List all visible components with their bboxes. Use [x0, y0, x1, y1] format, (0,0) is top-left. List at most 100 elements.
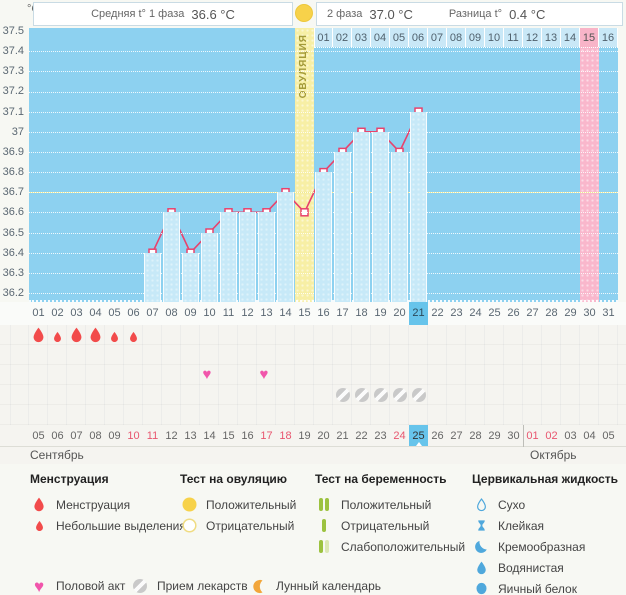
date-cell[interactable]: 06: [51, 430, 64, 442]
legend-cervical-fluid: Цервикальная жидкость Сухо Клейкая Кремооб…: [472, 472, 618, 595]
cycle-day-cell[interactable]: 23: [450, 307, 463, 319]
date-cell[interactable]: 13: [184, 430, 197, 442]
cycle-day-cell[interactable]: 20: [393, 307, 406, 319]
bar-one-green-icon: [315, 519, 333, 532]
cycle-day-cell[interactable]: 18: [355, 307, 368, 319]
date-cell[interactable]: 26: [431, 430, 444, 442]
date-cell[interactable]: 17: [260, 430, 273, 442]
date-cell[interactable]: 24: [393, 430, 406, 442]
temperature-bar: [410, 111, 427, 302]
legend-item: Сухо: [472, 494, 618, 515]
date-cell[interactable]: 28: [469, 430, 482, 442]
date-cell[interactable]: 03: [564, 430, 577, 442]
date-cell[interactable]: 19: [298, 430, 311, 442]
medication-pill-icon: [411, 388, 426, 407]
date-cell[interactable]: 07: [70, 430, 83, 442]
cycle-day-cell[interactable]: 11: [222, 307, 235, 319]
legend-menstruation: Менструация Менструация Небольшие выделен…: [30, 472, 186, 536]
date-cell[interactable]: 14: [203, 430, 216, 442]
drop-small-icon: [30, 520, 48, 532]
date-cell[interactable]: 23: [374, 430, 387, 442]
cycle-day-cell[interactable]: 05: [108, 307, 121, 319]
date-cell[interactable]: 08: [89, 430, 102, 442]
cycle-day-cell[interactable]: 01: [32, 307, 45, 319]
cycle-day-cell[interactable]: 15: [298, 307, 311, 319]
date-cell[interactable]: 02: [545, 430, 558, 442]
dpo-cell: 08: [447, 28, 466, 47]
legend-title: Менструация: [30, 472, 109, 486]
cycle-day-cell[interactable]: 13: [260, 307, 273, 319]
cycle-day-cell[interactable]: 16: [317, 307, 330, 319]
date-cell[interactable]: 12: [165, 430, 178, 442]
cycle-day-cell[interactable]: 21: [409, 302, 428, 325]
cycle-day-cell[interactable]: 22: [431, 307, 444, 319]
cycle-day-cell[interactable]: 27: [526, 307, 539, 319]
phase2-label: 2 фаза: [327, 8, 363, 20]
gridline: [29, 71, 618, 73]
date-cell[interactable]: 05: [602, 430, 615, 442]
date-cell[interactable]: 18: [279, 430, 292, 442]
dpo-cell: 01: [314, 28, 333, 47]
date-cell[interactable]: 10: [127, 430, 140, 442]
cycle-day-cell[interactable]: 30: [583, 307, 596, 319]
cycle-day-cell[interactable]: 14: [279, 307, 292, 319]
legend-item: Положительный: [180, 494, 296, 515]
y-tick-label: 37.5: [2, 25, 24, 37]
date-cell[interactable]: 09: [108, 430, 121, 442]
legend-item-label: Водянистая: [498, 560, 564, 575]
date-cell[interactable]: 22: [355, 430, 368, 442]
date-cell[interactable]: 25: [409, 425, 428, 446]
moon-icon: [250, 579, 268, 594]
month-labels: Сентябрь Октябрь: [0, 447, 626, 464]
cycle-day-cell[interactable]: 17: [336, 307, 349, 319]
date-cell[interactable]: 29: [488, 430, 501, 442]
cycle-day-cell[interactable]: 24: [469, 307, 482, 319]
cervical-fluid-row: [0, 405, 626, 425]
dpo-cell: 15: [580, 28, 599, 47]
menstruation-drop-icon: [89, 327, 102, 348]
phase2-stats-box: 2 фаза 37.0 °C Разница t° 0.4 °C: [316, 2, 623, 26]
date-cell[interactable]: 30: [507, 430, 520, 442]
legend-label: Половой акт: [56, 579, 126, 593]
cycle-day-cell[interactable]: 28: [545, 307, 558, 319]
y-tick-label: 36.8: [2, 166, 24, 179]
ovulation-test-positive-icon: [295, 4, 313, 22]
date-cell[interactable]: 01: [526, 430, 539, 442]
date-cell[interactable]: 15: [222, 430, 235, 442]
date-cell[interactable]: 04: [583, 430, 596, 442]
cycle-day-cell[interactable]: 29: [564, 307, 577, 319]
date-cell[interactable]: 05: [32, 430, 45, 442]
gridline: [29, 131, 618, 133]
date-cell[interactable]: 16: [241, 430, 254, 442]
menstruation-drop-icon: [32, 327, 45, 348]
phase1-average-box: Средняя t° 1 фаза 36.6 °C: [33, 2, 293, 26]
date-cell[interactable]: 21: [336, 430, 349, 442]
temperature-bar: [220, 212, 237, 302]
cycle-day-cell[interactable]: 19: [374, 307, 387, 319]
month-october: Октябрь: [530, 448, 577, 462]
date-cell[interactable]: 11: [146, 430, 159, 442]
temperature-bar: [391, 151, 408, 302]
date-cell[interactable]: 20: [317, 430, 330, 442]
y-tick-label: 37.2: [2, 85, 24, 98]
cycle-day-cell[interactable]: 26: [507, 307, 520, 319]
cycle-day-cell[interactable]: 31: [602, 307, 615, 319]
cycle-day-cell[interactable]: 09: [184, 307, 197, 319]
cycle-day-cell[interactable]: 10: [203, 307, 216, 319]
cycle-day-cell[interactable]: 07: [146, 307, 159, 319]
dpo-cell: 13: [542, 28, 561, 47]
y-tick-label: 36.4: [2, 246, 24, 259]
dpo-row: 01 02 03 04 05 06 07 08 09 10 11 12 13 14 15 16: [314, 28, 618, 48]
cycle-day-cell[interactable]: 03: [70, 307, 83, 319]
cycle-day-cell[interactable]: 02: [51, 307, 64, 319]
cycle-day-cell[interactable]: 06: [127, 307, 140, 319]
legend-ovulation-test: Тест на овуляцию Положительный Отрицатель…: [180, 472, 296, 536]
cycle-day-cell[interactable]: 25: [488, 307, 501, 319]
cycle-day-cell[interactable]: 08: [165, 307, 178, 319]
y-tick-label: 37.1: [2, 105, 24, 118]
dpo-cell: 03: [352, 28, 371, 47]
date-cell[interactable]: 27: [450, 430, 463, 442]
cycle-day-cell[interactable]: 04: [89, 307, 102, 319]
cycle-day-cell[interactable]: 12: [241, 307, 254, 319]
